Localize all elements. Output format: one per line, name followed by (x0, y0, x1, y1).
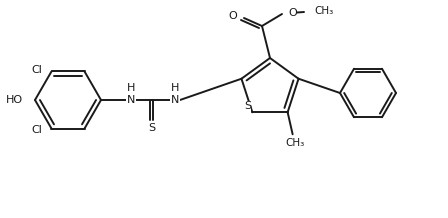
Text: S: S (148, 123, 155, 133)
Text: Cl: Cl (32, 124, 43, 135)
Text: O: O (228, 11, 237, 21)
Text: H: H (127, 83, 135, 93)
Text: CH₃: CH₃ (285, 138, 304, 148)
Text: Cl: Cl (32, 65, 43, 75)
Text: S: S (244, 101, 251, 111)
Text: N: N (127, 95, 135, 105)
Text: H: H (171, 83, 179, 93)
Text: CH₃: CH₃ (314, 6, 333, 16)
Text: N: N (171, 95, 179, 105)
Text: HO: HO (6, 95, 23, 105)
Text: O: O (288, 8, 297, 18)
